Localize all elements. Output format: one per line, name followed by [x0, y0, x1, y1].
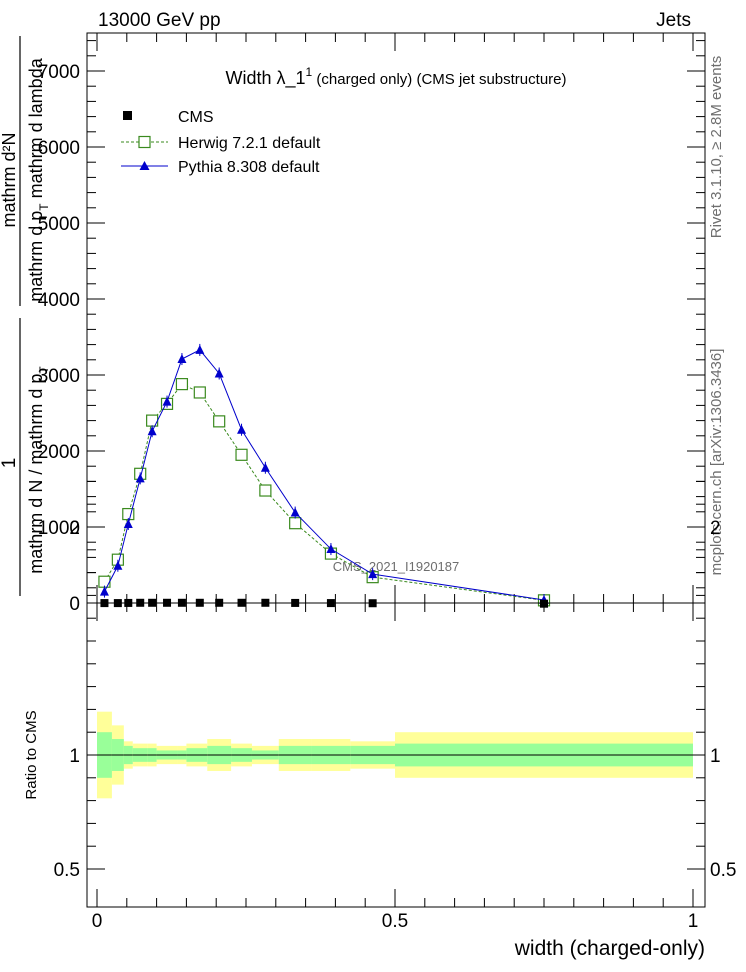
herwig-point — [259, 484, 272, 497]
ratio-xtick-labels: 0 0.5 1 — [92, 911, 699, 932]
pythia-point — [135, 473, 145, 483]
legend-herwig-marker — [138, 135, 151, 149]
ratio-ylabel: Ratio to CMS — [23, 710, 40, 799]
pythia-point — [123, 518, 133, 528]
pythia-point — [147, 426, 157, 436]
legend-herwig-label: Herwig 7.2.1 default — [178, 135, 321, 152]
herwig-point — [175, 378, 189, 391]
ratio-xtick-label: 1 — [688, 911, 699, 932]
ylabel-lower: mathrm d N / mathrm d pT — [26, 366, 51, 574]
main-ytick-label: 0 — [69, 594, 80, 615]
ylabel-upper-b-main: mathrm d p — [26, 211, 46, 302]
pythia-point — [113, 560, 123, 570]
title-rest: (charged only) (CMS jet substructure) — [312, 71, 566, 88]
ratio-panel: 0.5 0.51 12 2 0 0.5 1 Ratio to CMS width (cha… — [23, 480, 737, 960]
legend-cms-label: CMS — [178, 109, 214, 126]
ratio-bands — [97, 711, 693, 799]
ylabel-lower-sub: T — [37, 366, 51, 374]
watermark: CMS_2021_I1920187 — [333, 559, 460, 574]
main-ytick-label: 7000 — [38, 62, 80, 83]
ratio-xtick-label: 0 — [92, 911, 103, 932]
xlabel: width (charged-only) — [514, 937, 705, 960]
mcplots-label: mcplots.cern.ch [arXiv:1306.3436] — [708, 349, 725, 576]
header-left: 13000 GeV pp — [98, 10, 221, 31]
ratio-ytick-labels: 0.5 0.5 1 1 2 2 — [54, 518, 737, 881]
herwig-point — [213, 415, 226, 428]
pythia-point — [368, 569, 378, 579]
pythia-point — [260, 462, 270, 472]
pythia-point — [290, 507, 300, 517]
herwig-point — [289, 517, 302, 530]
main-ytick-label: 6000 — [38, 138, 80, 159]
pythia-point — [99, 586, 109, 596]
main-panel: 0 1000 2000 3000 4000 5000 6000 7000 CMS_2021_I… — [38, 32, 706, 615]
ylabel-upper-c: mathrm d lambda — [26, 57, 46, 203]
herwig-point — [193, 386, 206, 399]
herwig-series — [98, 378, 551, 607]
legend-pythia-label: Pythia 8.308 default — [178, 159, 320, 176]
ylabel-upper-b: mathrm d pT mathrm d lambda — [26, 57, 51, 301]
ratio-ytick-label-right: 0.5 — [710, 860, 736, 881]
legend-cms-marker — [123, 111, 132, 120]
legend: CMS Herwig 7.2.1 default Pythia 8.308 de… — [121, 109, 321, 176]
ylabel-upper-a: mathrm d²N — [0, 132, 19, 227]
title-sup: 1 — [306, 65, 313, 79]
rivet-label: Rivet 3.1.10, ≥ 2.8M events — [708, 56, 725, 239]
main-ylabel: 1 mathrm d N / mathrm d pT mathrm d²N ma… — [0, 36, 51, 596]
ylabel-upper-b-sub: T — [37, 203, 51, 211]
main-ytick-label: 3000 — [38, 366, 80, 387]
pythia-series — [99, 343, 549, 606]
main-ytick-label: 1000 — [38, 518, 80, 539]
ratio-ytick-label-right: 2 — [710, 518, 721, 539]
pythia-point — [162, 396, 172, 406]
chart-title: Width λ_11 (charged only) (CMS jet subst… — [226, 65, 567, 89]
main-ytick-label: 4000 — [38, 290, 80, 311]
main-ytick-label: 5000 — [38, 214, 80, 235]
main-ytick-labels: 0 1000 2000 3000 4000 5000 6000 7000 — [38, 62, 80, 615]
herwig-point — [235, 448, 248, 461]
herwig-line — [104, 383, 545, 601]
ratio-frame — [86, 602, 706, 908]
ratio-ytick-label: 1 — [69, 746, 80, 767]
legend-pythia-marker — [139, 161, 150, 170]
ratio-ticks — [87, 480, 705, 907]
herwig-point — [98, 575, 111, 588]
ylabel-lower-main: mathrm d N / mathrm d p — [26, 374, 46, 574]
pythia-point — [237, 424, 247, 434]
header-right: Jets — [656, 10, 691, 31]
ratio-xtick-label: 0.5 — [382, 911, 408, 932]
main-ticks — [87, 33, 705, 604]
title-main: Width λ_1 — [226, 68, 306, 89]
ratio-ytick-label: 2 — [69, 518, 80, 539]
pythia-point — [177, 354, 187, 364]
ratio-ytick-label: 0.5 — [54, 860, 80, 881]
ylabel-one: 1 — [0, 458, 20, 469]
pythia-point — [326, 544, 336, 554]
pythia-line — [104, 349, 545, 601]
main-ytick-label: 2000 — [38, 442, 80, 463]
ratio-ytick-label-right: 1 — [710, 746, 721, 767]
pythia-point — [195, 344, 205, 354]
pythia-point — [214, 368, 224, 378]
